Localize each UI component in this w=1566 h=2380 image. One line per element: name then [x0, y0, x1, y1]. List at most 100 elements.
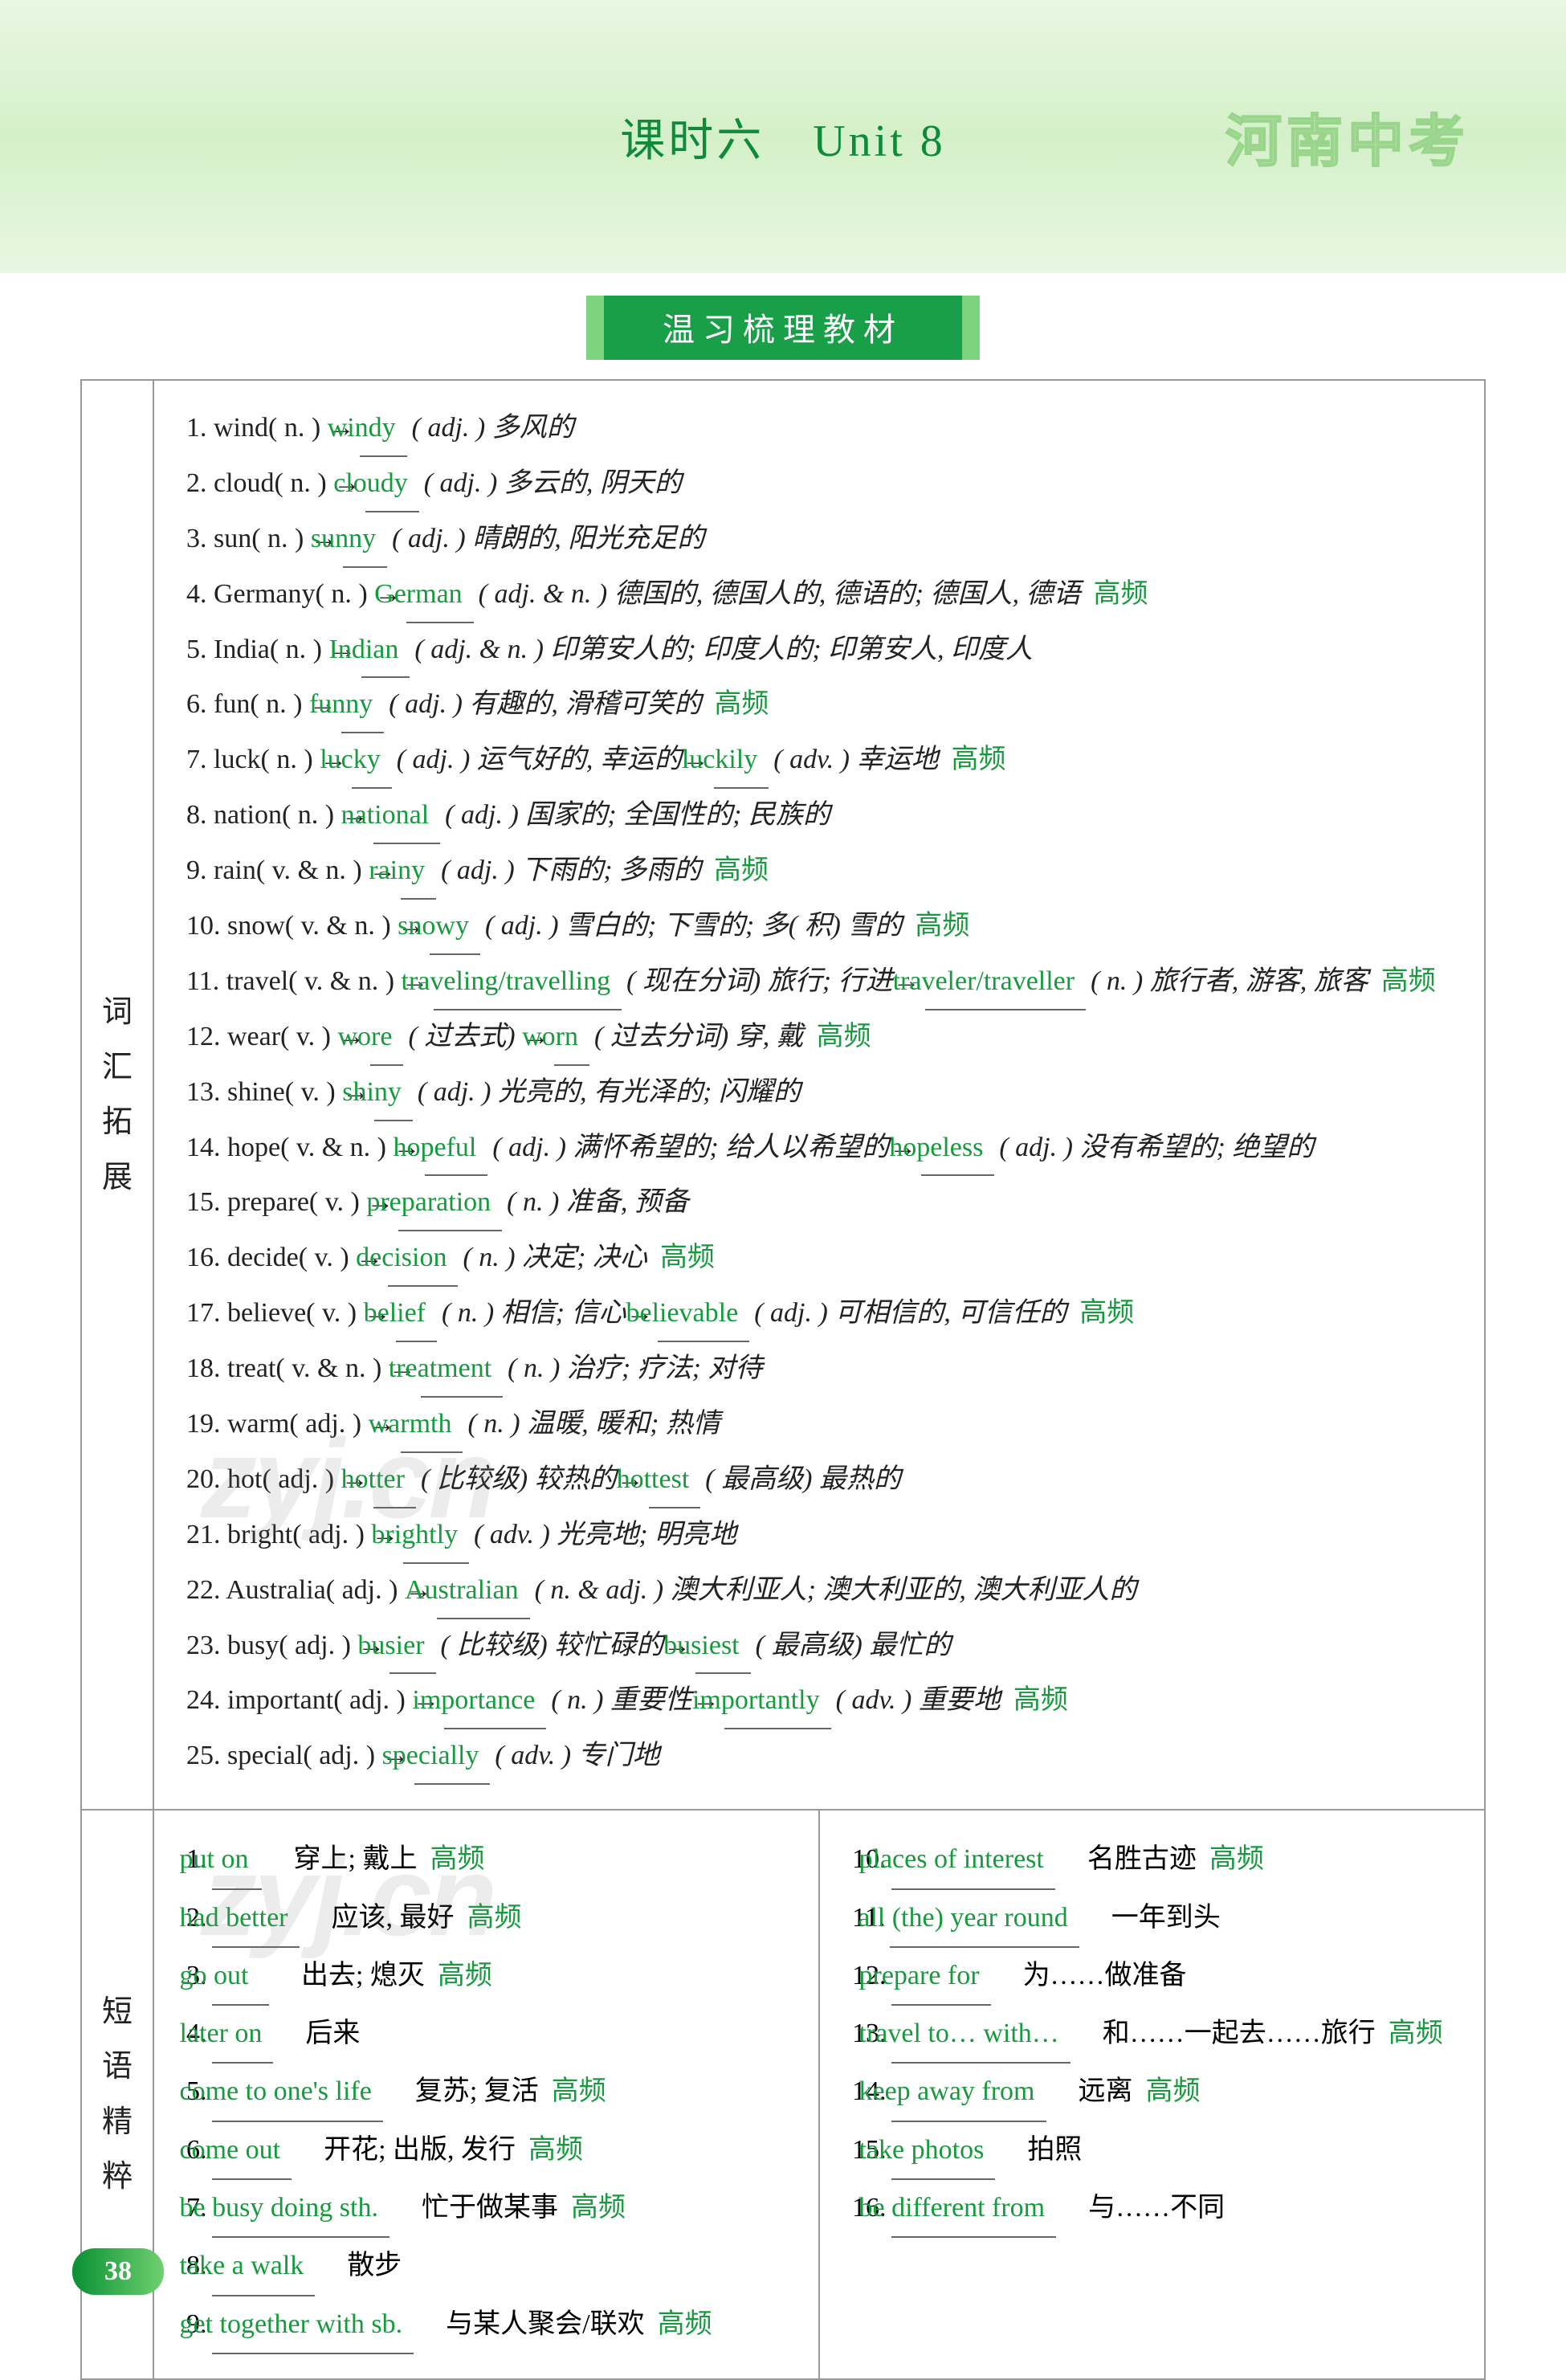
answer-blank: hottest — [649, 1455, 701, 1508]
definition: ( 比较级) 较热的→ — [421, 1464, 644, 1494]
page-number-wrap: 38 — [72, 2248, 164, 2295]
page-number: 38 — [72, 2248, 164, 2295]
page-root: 课时六 Unit 8 河南中考 温习梳理教材 词 汇 拓 展 1. wind( … — [0, 0, 1566, 2380]
definition: ( adj. ) 有趣的, 滑稽可笑的 — [389, 689, 701, 719]
answer-blank: belief — [396, 1288, 437, 1342]
answer-blank: be different from — [891, 2182, 1057, 2238]
answer-blank: snowy — [430, 901, 480, 955]
vocab-entry: 16. decide( v. ) →decision( n. ) 决定; 决心高… — [186, 1233, 1452, 1287]
definition: ( adj. ) 运气好的, 幸运的→ — [397, 745, 709, 774]
phrase-entry: 11.all (the) year round 一年到头 — [852, 1892, 1452, 1948]
high-freq-tag: 高频 — [660, 1243, 715, 1272]
answer-blank: had better — [212, 1892, 300, 1948]
phrase-entry: 16.be different from 与……不同 — [852, 2182, 1452, 2238]
answer-blank: busiest — [695, 1621, 750, 1675]
vocab-entry: 15. prepare( v. ) →preparation( n. ) 准备,… — [186, 1178, 1452, 1231]
vocab-entry: 7. luck( n. ) →lucky( adj. ) 运气好的, 幸运的→l… — [186, 735, 1452, 789]
definition: ( adj. ) 晴朗的, 阳光充足的 — [392, 524, 704, 553]
answer-blank: travel to… with… — [891, 2007, 1071, 2064]
phrase-entry: 12.prepare for 为……做准备 — [852, 1949, 1452, 2006]
answer-blank: preparation — [398, 1178, 502, 1231]
vocab-entry: 19. warm( adj. ) →warmth( n. ) 温暖, 暖和; 热… — [186, 1399, 1452, 1453]
vocab-entry: 10. snow( v. & n. ) →snowy( adj. ) 雪白的; … — [186, 901, 1452, 955]
definition: ( adj. ) 国家的; 全国性的; 民族的 — [445, 800, 830, 830]
definition: ( 最高级) 最热的 — [705, 1464, 901, 1494]
phrase-meaning: 远离 — [1079, 2076, 1133, 2106]
definition: ( n. ) 相信; 信心→ — [442, 1298, 653, 1328]
answer-blank: hopeless — [921, 1123, 994, 1177]
answer-blank: busier — [389, 1621, 435, 1675]
phrase-entry: 6.come out 开花; 出版, 发行高频 — [186, 2124, 786, 2180]
answer-blank: national — [373, 790, 441, 844]
phrase-entry: 8.take a walk 散步 — [186, 2239, 786, 2296]
answer-blank: be busy doing sth. — [212, 2182, 389, 2238]
high-freq-tag: 高频 — [817, 1022, 871, 1051]
phrase-col-left: 1.put on 穿上; 戴上高频2.had better 应该, 最好高频3.… — [154, 1811, 818, 2378]
phrase-entry: 9.get together with sb. 与某人聚会/联欢高频 — [186, 2298, 786, 2354]
label-char: 汇 — [90, 1040, 145, 1095]
phrase-entry: 4.later on 后来 — [186, 2007, 786, 2064]
phrase-col-right: 10.places of interest 名胜古迹高频11.all (the)… — [818, 1811, 1484, 2378]
phrase-meaning: 与某人聚会/联欢 — [446, 2309, 644, 2339]
label-char: 粹 — [90, 2149, 145, 2204]
definition: ( adj. ) 雪白的; 下雪的; 多( 积) 雪的 — [485, 911, 902, 941]
phrase-meaning: 穿上; 戴上 — [294, 1844, 418, 1874]
definition: ( adj. ) 没有希望的; 绝望的 — [999, 1133, 1314, 1162]
answer-blank: put on — [212, 1833, 262, 1889]
high-freq-tag: 高频 — [1389, 2019, 1443, 2048]
vocab-entry: 9. rain( v. & n. ) →rainy( adj. ) 下雨的; 多… — [186, 846, 1452, 900]
phrase-meaning: 散步 — [347, 2251, 402, 2280]
high-freq-tag: 高频 — [951, 745, 1005, 774]
vocab-entry: 6. fun( n. ) →funny( adj. ) 有趣的, 滑稽可笑的高频 — [186, 680, 1452, 733]
vocab-entry: 3. sun( n. ) →sunny( adj. ) 晴朗的, 阳光充足的 — [186, 514, 1452, 568]
vocab-row-label: 词 汇 拓 展 — [81, 380, 153, 1810]
content-table: 词 汇 拓 展 1. wind( n. ) →windy( adj. ) 多风的… — [80, 379, 1486, 2380]
answer-blank: warmth — [401, 1399, 463, 1453]
definition: ( 过去分词) 穿, 戴 — [594, 1022, 804, 1051]
high-freq-tag: 高频 — [467, 1903, 522, 1933]
phrase-entry: 13.travel to… with… 和……一起去……旅行高频 — [852, 2007, 1452, 2064]
vocab-entry: 17. believe( v. ) →belief( n. ) 相信; 信心→b… — [186, 1288, 1452, 1342]
phrase-meaning: 一年到头 — [1111, 1903, 1221, 1933]
phrase-meaning: 拍照 — [1027, 2135, 1082, 2165]
phrase-entry: 2.had better 应该, 最好高频 — [186, 1892, 786, 1948]
high-freq-tag: 高频 — [1381, 966, 1436, 996]
label-char: 短 — [90, 1985, 145, 2039]
answer-blank: traveler/traveller — [925, 957, 1087, 1010]
answer-blank: Indian — [361, 625, 410, 679]
answer-blank: prepare for — [891, 1949, 991, 2006]
vocab-entry: 22. Australia( adj. ) →Australian( n. & … — [186, 1566, 1452, 1619]
label-char: 拓 — [90, 1095, 145, 1149]
high-freq-tag: 高频 — [528, 2135, 583, 2165]
vocab-entry: 1. wind( n. ) →windy( adj. ) 多风的 — [186, 403, 1452, 457]
answer-blank: hopeful — [425, 1123, 487, 1177]
vocab-entry: 5. India( n. ) →Indian( adj. & n. ) 印第安人… — [186, 625, 1452, 679]
definition: ( n. ) 决定; 决心 — [463, 1243, 646, 1272]
answer-blank: treatment — [421, 1344, 503, 1398]
definition: ( adj. ) 多风的 — [412, 413, 574, 443]
definition: ( n. ) 治疗; 疗法; 对待 — [508, 1353, 762, 1383]
high-freq-tag: 高频 — [714, 689, 769, 719]
phrase-meaning: 开花; 出版, 发行 — [324, 2135, 516, 2165]
vocab-entry: 2. cloud( n. ) →cloudy( adj. ) 多云的, 阴天的 — [186, 459, 1452, 512]
answer-blank: all (the) year round — [890, 1892, 1079, 1948]
definition: ( adj. & n. ) 德国的, 德国人的, 德语的; 德国人, 德语 — [479, 579, 1081, 609]
answer-blank: get together with sb. — [212, 2298, 414, 2354]
phrase-two-col: 1.put on 穿上; 戴上高频2.had better 应该, 最好高频3.… — [154, 1811, 1484, 2378]
definition: ( adj. ) 满怀希望的; 给人以希望的→ — [492, 1133, 916, 1162]
answer-blank: traveling/travelling — [434, 957, 622, 1010]
answer-blank: keep away from — [891, 2065, 1046, 2121]
phrase-entry: 3.go out 出去; 熄灭高频 — [186, 1949, 786, 2006]
definition: ( adj. ) 下雨的; 多雨的 — [441, 855, 701, 885]
phrase-meaning: 复苏; 复活 — [415, 2076, 539, 2106]
definition: ( adv. ) 专门地 — [495, 1741, 659, 1770]
answer-blank: hotter — [373, 1455, 416, 1508]
answer-blank: cloudy — [365, 459, 419, 512]
vocab-entry: 24. important( adj. ) →importance( n. ) … — [186, 1676, 1452, 1729]
answer-blank: windy — [360, 403, 407, 457]
answer-blank: Australian — [437, 1566, 530, 1619]
definition: ( n. ) 旅行者, 游客, 旅客 — [1091, 966, 1368, 996]
answer-blank: importantly — [724, 1676, 831, 1729]
definition: ( 最高级) 最忙的 — [756, 1631, 952, 1660]
high-freq-tag: 高频 — [571, 2193, 626, 2223]
